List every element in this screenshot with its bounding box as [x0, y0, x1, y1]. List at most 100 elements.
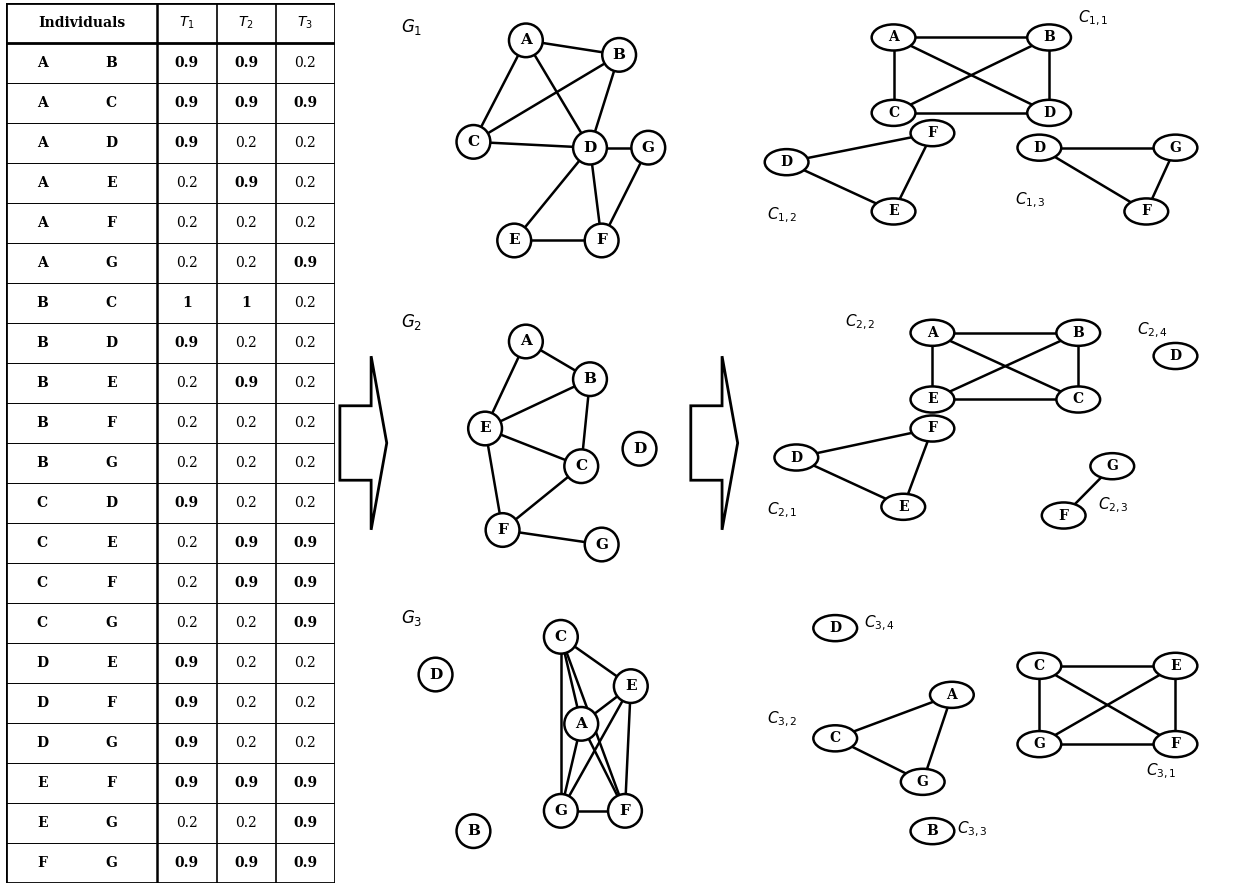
Text: G: G — [105, 456, 118, 470]
Text: B: B — [926, 824, 939, 838]
Text: 0.2: 0.2 — [236, 216, 257, 229]
Text: F: F — [620, 804, 630, 818]
Text: 0.2: 0.2 — [294, 56, 316, 70]
Text: E: E — [37, 816, 47, 830]
Text: 0.2: 0.2 — [294, 296, 316, 310]
Circle shape — [573, 362, 606, 396]
Circle shape — [882, 494, 925, 520]
Circle shape — [1125, 198, 1168, 224]
Text: 0.2: 0.2 — [236, 336, 257, 350]
Text: 0.9: 0.9 — [234, 536, 258, 550]
Polygon shape — [340, 356, 387, 530]
Text: F: F — [107, 576, 117, 590]
Circle shape — [1042, 502, 1085, 529]
Text: B: B — [36, 416, 48, 430]
Polygon shape — [691, 356, 738, 530]
Text: A: A — [37, 216, 47, 229]
Circle shape — [456, 814, 490, 848]
Text: 0.9: 0.9 — [293, 816, 317, 830]
Text: $C_{2,4}$: $C_{2,4}$ — [1137, 322, 1168, 340]
Text: B: B — [105, 56, 118, 70]
Text: F: F — [596, 234, 608, 247]
Circle shape — [631, 131, 665, 165]
Text: C: C — [37, 576, 48, 590]
Circle shape — [508, 324, 543, 358]
Text: D: D — [105, 336, 118, 350]
Circle shape — [564, 449, 598, 483]
Text: 0.2: 0.2 — [294, 496, 316, 510]
Text: 0.2: 0.2 — [294, 416, 316, 430]
Text: $T_1$: $T_1$ — [179, 14, 195, 31]
Text: E: E — [508, 234, 520, 247]
Text: A: A — [888, 30, 899, 44]
Text: 0.2: 0.2 — [294, 336, 316, 350]
Text: B: B — [584, 372, 596, 386]
Circle shape — [775, 445, 818, 470]
Text: C: C — [467, 135, 480, 149]
Circle shape — [813, 615, 857, 641]
Text: D: D — [36, 736, 48, 750]
Text: 0.9: 0.9 — [175, 736, 198, 750]
Text: 0.2: 0.2 — [294, 216, 316, 229]
Text: 0.9: 0.9 — [293, 576, 317, 590]
Text: 0.2: 0.2 — [294, 736, 316, 750]
Text: E: E — [107, 175, 117, 190]
Text: 0.9: 0.9 — [293, 256, 317, 270]
Text: A: A — [928, 326, 937, 340]
Text: A: A — [37, 136, 47, 150]
Text: D: D — [1169, 349, 1182, 363]
Text: 0.2: 0.2 — [176, 456, 198, 470]
Circle shape — [573, 131, 606, 165]
Text: G: G — [105, 736, 118, 750]
Text: C: C — [1034, 659, 1045, 672]
Text: E: E — [107, 657, 117, 670]
Circle shape — [1153, 731, 1198, 758]
Circle shape — [910, 120, 955, 146]
Text: 1: 1 — [182, 296, 192, 310]
Text: 0.2: 0.2 — [294, 376, 316, 390]
Text: F: F — [107, 776, 117, 790]
Circle shape — [456, 125, 490, 159]
Text: F: F — [1171, 737, 1180, 751]
Circle shape — [497, 223, 531, 257]
Circle shape — [622, 432, 656, 466]
Text: C: C — [105, 96, 117, 110]
Text: C: C — [575, 459, 588, 473]
Text: C: C — [554, 630, 567, 644]
Text: F: F — [928, 126, 937, 140]
Text: $G_3$: $G_3$ — [401, 608, 422, 628]
Text: E: E — [625, 680, 636, 693]
Text: $C_{2,1}$: $C_{2,1}$ — [768, 501, 797, 520]
Text: D: D — [105, 136, 118, 150]
Text: $C_{1,2}$: $C_{1,2}$ — [768, 206, 797, 225]
Text: D: D — [36, 657, 48, 670]
Text: 0.9: 0.9 — [175, 657, 198, 670]
Circle shape — [872, 25, 915, 51]
Text: G: G — [554, 804, 568, 818]
Text: G: G — [105, 816, 118, 830]
Text: 0.2: 0.2 — [236, 657, 257, 670]
Text: 0.9: 0.9 — [234, 576, 258, 590]
Text: G: G — [105, 256, 118, 270]
Text: D: D — [790, 450, 802, 464]
Text: B: B — [36, 376, 48, 390]
Text: D: D — [1033, 141, 1045, 155]
Text: A: A — [520, 34, 532, 47]
Text: C: C — [105, 296, 117, 310]
Text: A: A — [575, 717, 588, 731]
Text: 0.2: 0.2 — [294, 175, 316, 190]
Text: $C_{3,1}$: $C_{3,1}$ — [1146, 762, 1177, 781]
Text: 0.9: 0.9 — [175, 857, 198, 870]
Text: 0.2: 0.2 — [176, 576, 198, 590]
Circle shape — [585, 528, 619, 562]
Circle shape — [1090, 453, 1135, 479]
Text: 0.2: 0.2 — [236, 456, 257, 470]
Text: 0.2: 0.2 — [236, 736, 257, 750]
Text: G: G — [595, 538, 608, 551]
Text: 0.9: 0.9 — [234, 857, 258, 870]
Text: 0.2: 0.2 — [176, 216, 198, 229]
Text: 0.2: 0.2 — [236, 616, 257, 630]
Text: 0.9: 0.9 — [175, 336, 198, 350]
Text: C: C — [37, 536, 48, 550]
Text: 0.2: 0.2 — [294, 456, 316, 470]
